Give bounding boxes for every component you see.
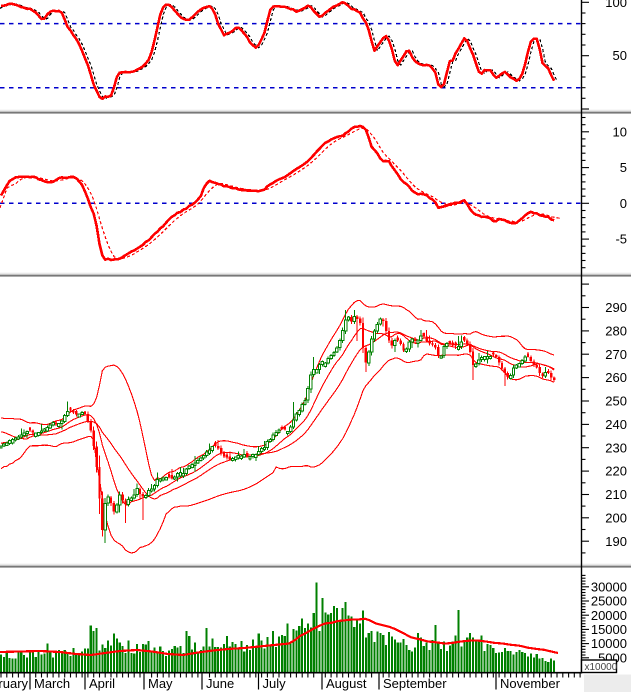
- svg-text:240: 240: [605, 417, 627, 432]
- svg-text:220: 220: [605, 464, 627, 479]
- svg-text:290: 290: [605, 300, 627, 315]
- svg-text:250: 250: [605, 394, 627, 409]
- svg-text:-5: -5: [615, 232, 627, 247]
- svg-text:25000: 25000: [591, 594, 627, 609]
- svg-text:50: 50: [613, 48, 627, 63]
- svg-text:30000: 30000: [591, 579, 627, 594]
- svg-text:280: 280: [605, 324, 627, 339]
- svg-text:February: February: [0, 676, 29, 691]
- svg-text:5: 5: [620, 160, 627, 175]
- svg-text:10: 10: [613, 124, 627, 139]
- svg-text:June: June: [206, 676, 234, 691]
- svg-text:November: November: [500, 676, 561, 691]
- svg-text:10000: 10000: [591, 636, 627, 651]
- svg-text:210: 210: [605, 487, 627, 502]
- svg-text:August: August: [326, 676, 367, 691]
- svg-text:20000: 20000: [591, 608, 627, 623]
- svg-text:July: July: [263, 676, 287, 691]
- svg-text:0: 0: [620, 196, 627, 211]
- svg-text:260: 260: [605, 370, 627, 385]
- svg-text:September: September: [383, 676, 447, 691]
- svg-text:15000: 15000: [591, 622, 627, 637]
- svg-text:190: 190: [605, 534, 627, 549]
- svg-text:230: 230: [605, 440, 627, 455]
- svg-text:May: May: [148, 676, 173, 691]
- svg-text:270: 270: [605, 347, 627, 362]
- svg-text:March: March: [34, 676, 70, 691]
- svg-text:200: 200: [605, 510, 627, 525]
- svg-text:100: 100: [605, 0, 627, 10]
- svg-text:April: April: [89, 676, 115, 691]
- svg-text:x10000: x10000: [585, 662, 618, 673]
